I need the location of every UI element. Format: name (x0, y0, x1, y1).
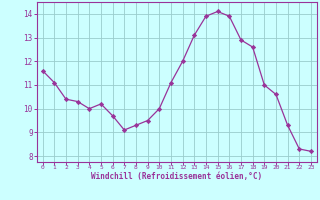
X-axis label: Windchill (Refroidissement éolien,°C): Windchill (Refroidissement éolien,°C) (91, 172, 262, 181)
